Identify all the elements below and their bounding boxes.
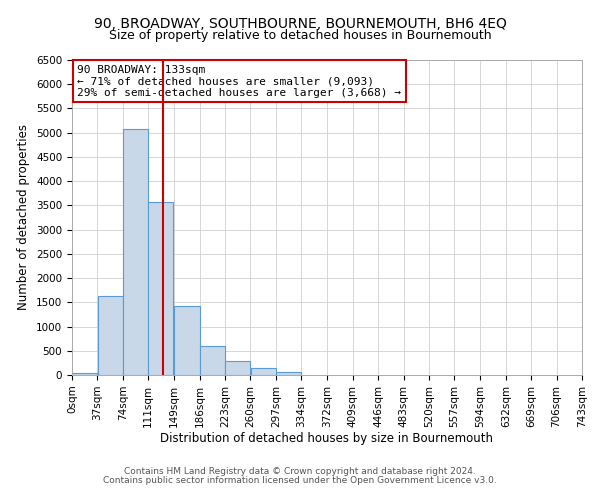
- Bar: [175, 306, 199, 375]
- Text: Size of property relative to detached houses in Bournemouth: Size of property relative to detached ho…: [109, 29, 491, 42]
- Bar: [251, 368, 275, 375]
- Bar: [98, 296, 122, 375]
- Bar: [276, 372, 301, 375]
- Text: 90 BROADWAY: 133sqm
← 71% of detached houses are smaller (9,093)
29% of semi-det: 90 BROADWAY: 133sqm ← 71% of detached ho…: [77, 64, 401, 98]
- Y-axis label: Number of detached properties: Number of detached properties: [17, 124, 31, 310]
- X-axis label: Distribution of detached houses by size in Bournemouth: Distribution of detached houses by size …: [161, 432, 493, 446]
- Bar: [200, 346, 225, 375]
- Bar: [72, 372, 97, 375]
- Text: Contains public sector information licensed under the Open Government Licence v3: Contains public sector information licen…: [103, 476, 497, 485]
- Bar: [225, 360, 250, 375]
- Bar: [123, 130, 148, 375]
- Text: 90, BROADWAY, SOUTHBOURNE, BOURNEMOUTH, BH6 4EQ: 90, BROADWAY, SOUTHBOURNE, BOURNEMOUTH, …: [94, 18, 506, 32]
- Bar: [148, 202, 173, 375]
- Text: Contains HM Land Registry data © Crown copyright and database right 2024.: Contains HM Land Registry data © Crown c…: [124, 467, 476, 476]
